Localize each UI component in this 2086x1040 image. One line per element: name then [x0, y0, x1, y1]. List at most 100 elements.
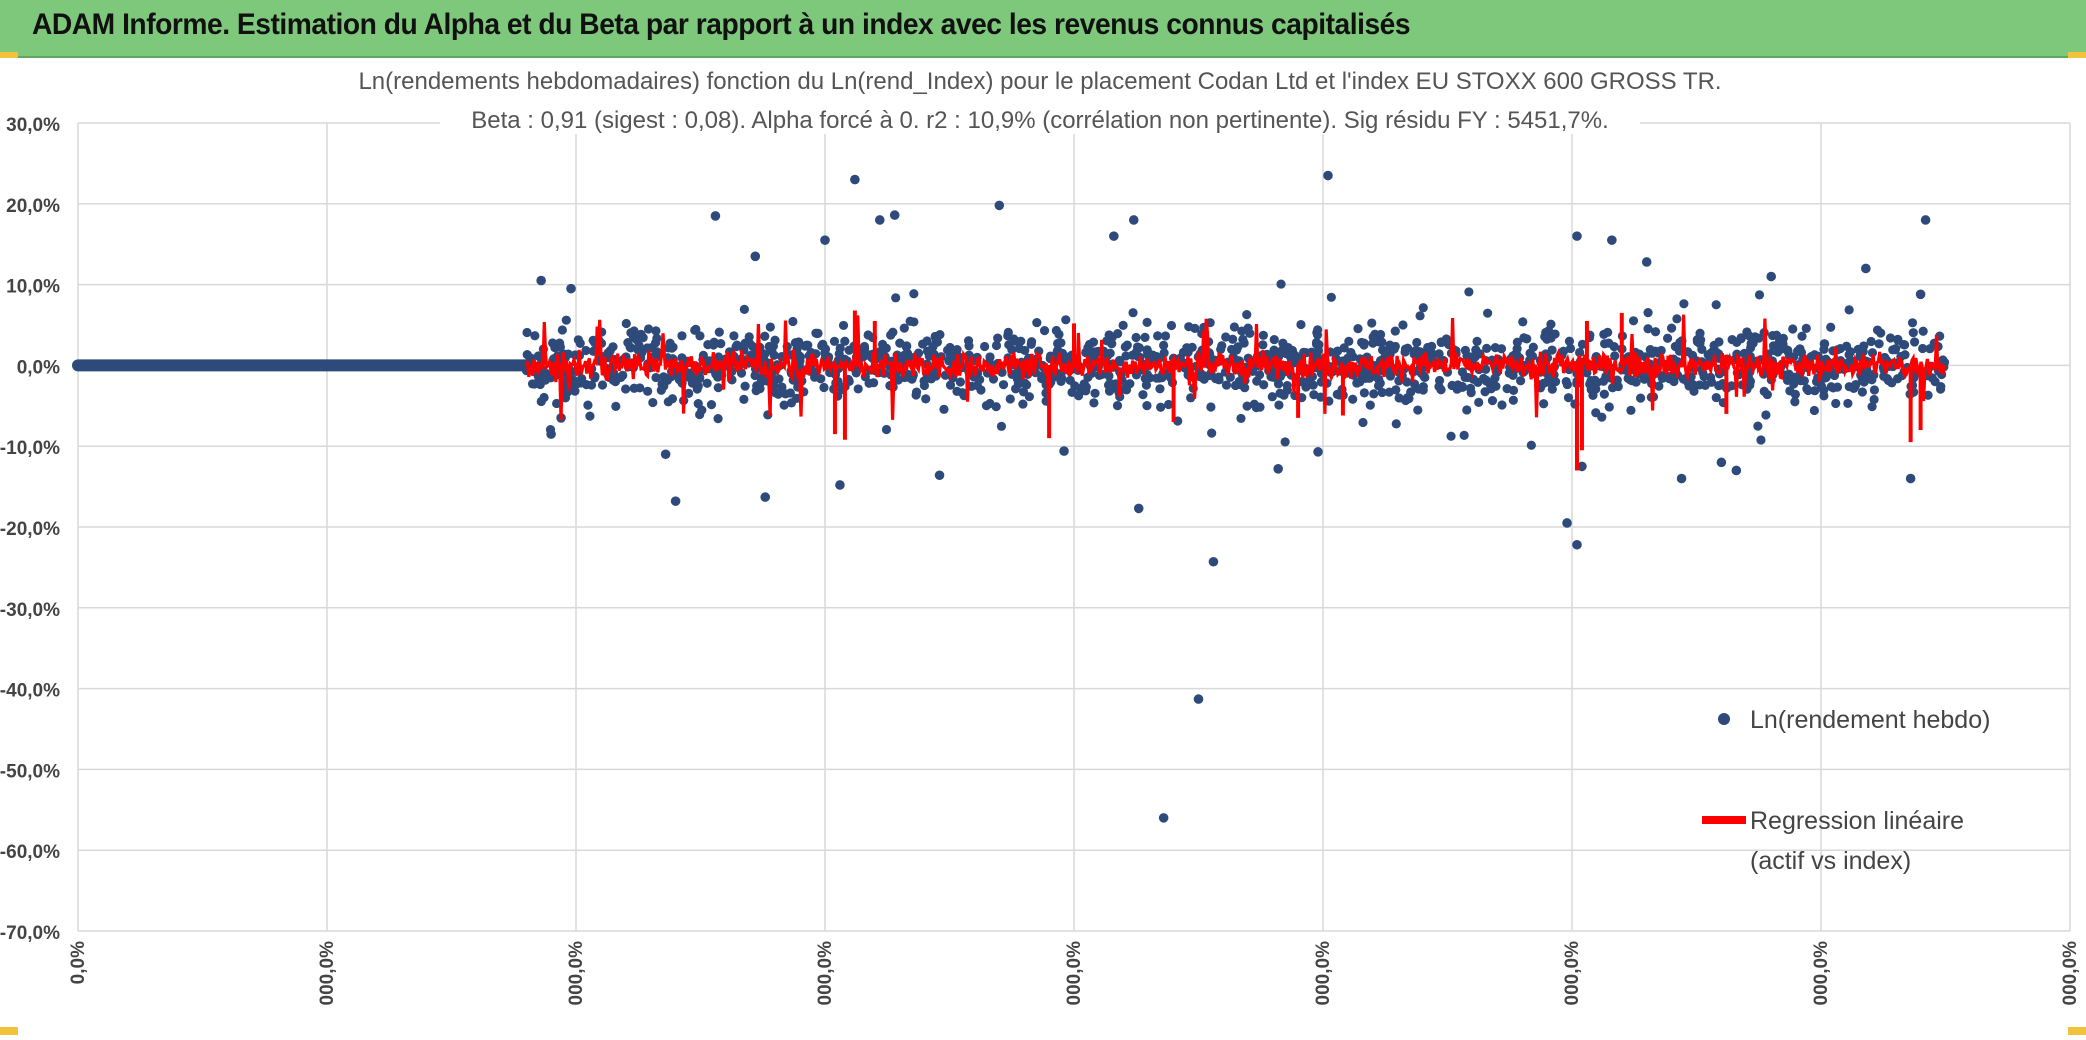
scatter-point [1711, 300, 1721, 310]
scatter-point [629, 383, 639, 393]
scatter-point [928, 341, 938, 352]
scatter-point [1274, 400, 1284, 410]
scatter-point [1666, 323, 1677, 333]
scatter-point [1384, 387, 1394, 397]
scatter-point [1352, 378, 1362, 388]
scatter-point [1463, 372, 1473, 383]
scatter-point [1599, 389, 1609, 399]
scatter-point [875, 346, 885, 357]
x-tick-label: 0,0% [68, 941, 89, 984]
scatter-point [785, 388, 796, 398]
scatter-point [1128, 308, 1138, 318]
scatter-point [1604, 338, 1614, 348]
scatter-point [693, 398, 703, 409]
scatter-point [835, 343, 845, 353]
y-tick-label: -60,0% [0, 842, 60, 863]
scatter-point [786, 398, 797, 408]
scatter-point [1790, 372, 1800, 382]
scatter-point [1159, 348, 1169, 358]
legend-marker-scatter [1718, 713, 1730, 725]
scatter-point [770, 335, 780, 345]
scatter-point [1801, 323, 1811, 334]
scatter-point [1905, 473, 1916, 484]
y-axis-ticks: 30,0% 20,0% 10,0% 0,0% -10,0% -20,0% -30,0% -40… [0, 115, 60, 944]
scatter-point [651, 372, 661, 383]
scatter-point [1239, 338, 1249, 348]
scatter-point [1159, 340, 1169, 350]
scatter-point [652, 333, 662, 343]
scatter-point [1516, 376, 1526, 386]
scatter-point [1654, 381, 1664, 391]
scatter-point [1221, 332, 1231, 342]
scatter-point [911, 390, 921, 400]
scatter-point [1819, 344, 1829, 354]
scatter-point [1348, 394, 1358, 404]
scatter-point [1085, 346, 1095, 356]
scatter-point [1411, 345, 1421, 356]
y-tick-label: -20,0% [0, 519, 60, 540]
scatter-point [1727, 335, 1737, 345]
scatter-point [1790, 397, 1800, 407]
scatter-point [1599, 329, 1609, 339]
scatter-point [1662, 333, 1673, 343]
scatter-point [1079, 379, 1089, 389]
scatter-point [1128, 215, 1139, 225]
scatter-point [1214, 372, 1224, 382]
scatter-point [611, 401, 621, 411]
scatter-point [1133, 503, 1144, 514]
scatter-point [991, 340, 1002, 351]
scatter-point [1279, 343, 1289, 353]
scatter-point [1736, 334, 1746, 344]
scatter-point [1828, 383, 1838, 393]
scatter-point [1650, 327, 1661, 337]
scatter-point [708, 340, 719, 350]
scatter-point [921, 394, 931, 404]
scatter-point [874, 215, 885, 225]
scatter-point [1591, 408, 1601, 418]
scatter-point [980, 341, 990, 352]
scatter-point [1670, 341, 1680, 352]
scatter-point [656, 385, 666, 395]
scatter-point [760, 492, 771, 502]
scatter-point [1151, 373, 1162, 383]
scatter-point [850, 174, 860, 185]
scatter-point [1918, 326, 1928, 336]
scatter-point [1585, 379, 1595, 389]
scatter-point [1915, 289, 1926, 300]
scatter-point [1089, 398, 1099, 408]
scatter-point [677, 353, 687, 363]
x-tick-label: 000,0% [1562, 941, 1583, 1006]
scatter-point [710, 211, 721, 221]
scatter-point [1577, 461, 1587, 472]
scatter-point [1528, 342, 1538, 352]
scatter-point [1872, 325, 1883, 335]
scatter-point [1656, 371, 1667, 381]
scatter-point [1539, 399, 1549, 409]
scatter-point [1404, 394, 1414, 404]
scatter-point [964, 341, 974, 351]
scatter-point [1874, 339, 1884, 349]
scatter-point [994, 200, 1005, 211]
corner-marker-bottom-left [0, 1027, 18, 1035]
scatter-point [1689, 386, 1699, 396]
scatter-point [530, 331, 540, 341]
scatter-point [1258, 340, 1268, 350]
scatter-point [702, 378, 712, 388]
scatter-point [1471, 345, 1481, 355]
scatter-point [1312, 330, 1323, 340]
scatter-point [1546, 319, 1556, 329]
scatter-point [1282, 385, 1292, 395]
scatter-point [829, 336, 840, 346]
y-tick-label: 20,0% [6, 196, 60, 217]
scatter-point [1709, 340, 1719, 351]
scatter-point [1105, 378, 1115, 388]
scatter-point [1158, 813, 1169, 823]
scatter-point [1508, 395, 1518, 405]
scatter-point [1056, 376, 1066, 387]
scatter-point [1273, 379, 1284, 389]
scatter-point [711, 369, 721, 379]
scatter-point [1240, 383, 1250, 393]
x-axis-ticks: 0,0% 000,0% 000,0% 000,0% 000,0% 000,0% 000,0%… [68, 941, 2081, 1006]
scatter-point [1109, 231, 1119, 241]
scatter-point [993, 333, 1003, 343]
